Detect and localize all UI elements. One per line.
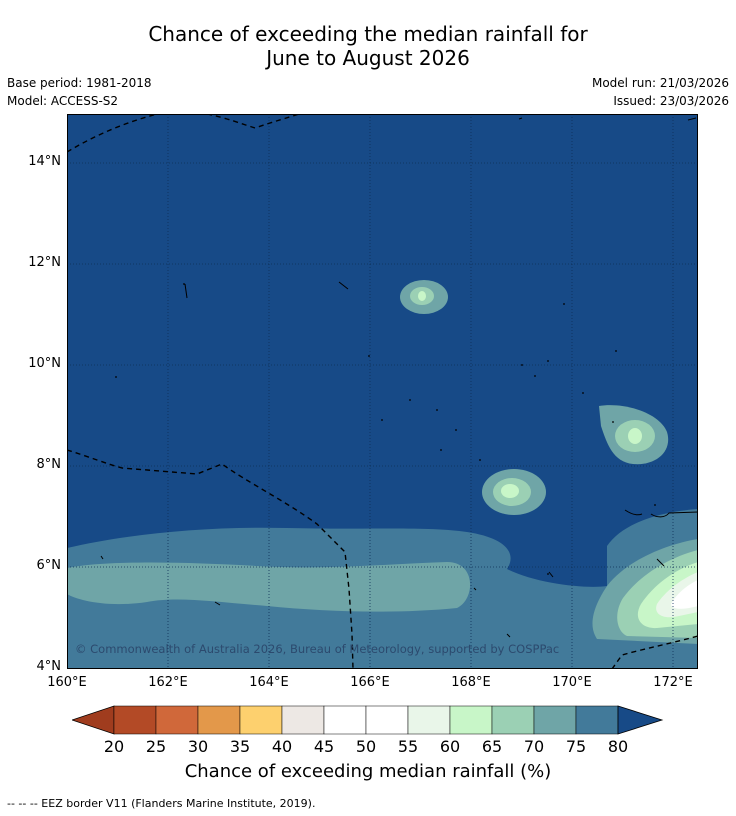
contour-blob-1-60 xyxy=(418,291,426,301)
colorbar xyxy=(72,705,664,735)
colorbar-tick-40: 40 xyxy=(271,737,293,756)
colorbar-bin-25-30 xyxy=(155,705,199,735)
lat-label-8n: 8°N xyxy=(36,457,62,472)
copyright-notice: © Commonwealth of Australia 2026, Bureau… xyxy=(75,642,560,656)
contour-se-50 xyxy=(671,580,698,609)
colorbar-tick-30: 30 xyxy=(187,737,209,756)
colorbar-bin-45-50 xyxy=(323,705,367,735)
colorbar-bin-50-55 xyxy=(365,705,409,735)
colorbar-tick-80: 80 xyxy=(607,737,629,756)
lon-label-166e: 166°E xyxy=(350,675,390,690)
eez-legend: -- -- -- EEZ border V11 (Flanders Marine… xyxy=(7,797,316,810)
lon-label-162e: 162°E xyxy=(148,675,188,690)
map-frame xyxy=(67,114,698,669)
colorbar-tick-25: 25 xyxy=(145,737,167,756)
colorbar-bin-20-25 xyxy=(113,705,157,735)
map-gridlines xyxy=(67,114,698,669)
contour-band-70 xyxy=(67,562,471,612)
colorbar-tick-20: 20 xyxy=(103,737,125,756)
issued-date: Issued: 23/03/2026 xyxy=(613,94,729,108)
colorbar-tick-65: 65 xyxy=(481,737,503,756)
colorbar-label: Chance of exceeding median rainfall (%) xyxy=(184,761,552,782)
lat-label-12n: 12°N xyxy=(28,255,61,270)
colorbar-tick-50: 50 xyxy=(355,737,377,756)
base-period: Base period: 1981-2018 xyxy=(7,76,152,90)
rainfall-map xyxy=(67,114,698,669)
colorbar-bin-60-65 xyxy=(449,705,493,735)
colorbar-tick-55: 55 xyxy=(397,737,419,756)
lon-label-170e: 170°E xyxy=(552,675,592,690)
colorbar-bin-30-35 xyxy=(197,705,241,735)
meta-right: Model run: 21/03/2026 Issued: 23/03/2026 xyxy=(592,74,729,110)
colorbar-bin-55-60 xyxy=(407,705,451,735)
colorbar-bin-70-75 xyxy=(533,705,577,735)
colorbar-bin-75-80 xyxy=(575,705,619,735)
lon-label-168e: 168°E xyxy=(451,675,491,690)
lat-label-10n: 10°N xyxy=(28,356,61,371)
colorbar-tick-75: 75 xyxy=(565,737,587,756)
model-name: Model: ACCESS-S2 xyxy=(7,94,119,108)
eez-borders xyxy=(67,114,698,669)
colorbar-high-extend xyxy=(617,705,664,735)
contour-blob-2-60 xyxy=(501,484,519,498)
lat-label-4n: 4°N xyxy=(36,659,62,674)
title-line-2: June to August 2026 xyxy=(266,46,470,70)
contour-blob-3-60 xyxy=(628,428,642,444)
colorbar-tick-60: 60 xyxy=(439,737,461,756)
lon-label-172e: 172°E xyxy=(653,675,693,690)
lat-label-14n: 14°N xyxy=(28,154,61,169)
chart-title: Chance of exceeding the median rainfall … xyxy=(0,22,736,70)
lon-label-164e: 164°E xyxy=(249,675,289,690)
title-line-1: Chance of exceeding the median rainfall … xyxy=(148,22,588,46)
colorbar-bin-35-40 xyxy=(239,705,283,735)
island-dots xyxy=(115,283,656,575)
meta-left: Base period: 1981-2018 Model: ACCESS-S2 xyxy=(7,74,152,110)
lon-label-160e: 160°E xyxy=(47,675,87,690)
colorbar-tick-35: 35 xyxy=(229,737,251,756)
colorbar-low-extend xyxy=(72,705,115,735)
islands xyxy=(100,117,698,638)
lat-label-6n: 6°N xyxy=(36,558,62,573)
colorbar-tick-45: 45 xyxy=(313,737,335,756)
model-run: Model run: 21/03/2026 xyxy=(591,76,729,90)
colorbar-tick-70: 70 xyxy=(523,737,545,756)
colorbar-bin-40-45 xyxy=(281,705,325,735)
colorbar-bin-65-70 xyxy=(491,705,535,735)
